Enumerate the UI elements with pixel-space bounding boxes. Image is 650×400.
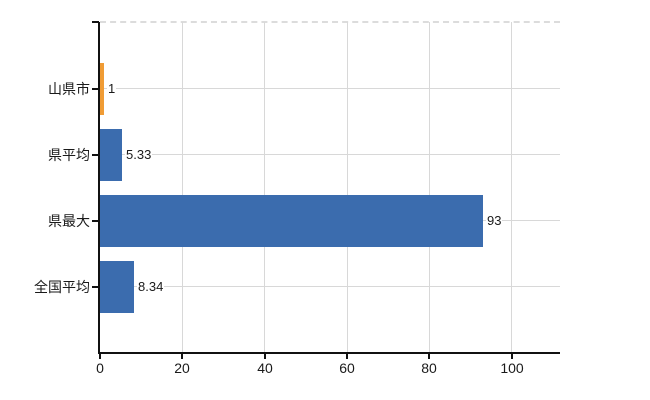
x-axis-tick bbox=[264, 354, 266, 359]
x-axis-tick bbox=[428, 354, 430, 359]
bar-row: 1 bbox=[100, 63, 560, 115]
y-axis-tick bbox=[92, 154, 99, 156]
horizontal-gridline bbox=[100, 154, 560, 155]
plot-top-border bbox=[100, 21, 560, 23]
horizontal-gridline bbox=[100, 286, 560, 287]
bar-row: 93 bbox=[100, 195, 560, 247]
y-axis-end-tick bbox=[92, 21, 99, 23]
category-label: 山県市 bbox=[48, 81, 90, 97]
bar-row: 8.34 bbox=[100, 261, 560, 313]
bar-value-label: 1 bbox=[107, 81, 117, 97]
x-tick-label: 40 bbox=[257, 360, 273, 376]
vertical-gridline bbox=[511, 22, 512, 352]
bar-value-label: 8.34 bbox=[137, 279, 165, 295]
y-axis-tick bbox=[92, 88, 99, 90]
bar bbox=[100, 63, 104, 115]
vertical-gridline bbox=[347, 22, 348, 352]
x-axis-tick bbox=[181, 354, 183, 359]
x-axis-tick bbox=[346, 354, 348, 359]
x-axis-line bbox=[98, 352, 560, 354]
x-tick-label: 100 bbox=[500, 360, 524, 376]
horizontal-gridline bbox=[100, 88, 560, 89]
category-label: 全国平均 bbox=[34, 279, 90, 295]
bar-row: 5.33 bbox=[100, 129, 560, 181]
vertical-gridline bbox=[264, 22, 265, 352]
x-tick-label: 80 bbox=[421, 360, 437, 376]
x-axis-tick bbox=[99, 354, 101, 359]
vertical-gridline bbox=[182, 22, 183, 352]
x-tick-label: 0 bbox=[96, 360, 104, 376]
bar bbox=[100, 261, 134, 313]
x-tick-label: 60 bbox=[339, 360, 355, 376]
bar bbox=[100, 129, 122, 181]
category-label: 県平均 bbox=[48, 147, 90, 163]
bar bbox=[100, 195, 483, 247]
x-tick-label: 20 bbox=[174, 360, 190, 376]
category-label: 県最大 bbox=[48, 213, 90, 229]
y-axis-line bbox=[98, 22, 100, 353]
x-axis-tick bbox=[511, 354, 513, 359]
bar-value-label: 93 bbox=[486, 213, 503, 229]
vertical-gridline bbox=[429, 22, 430, 352]
y-axis-tick bbox=[92, 286, 99, 288]
bar-value-label: 5.33 bbox=[125, 147, 153, 163]
y-axis-tick bbox=[92, 220, 99, 222]
